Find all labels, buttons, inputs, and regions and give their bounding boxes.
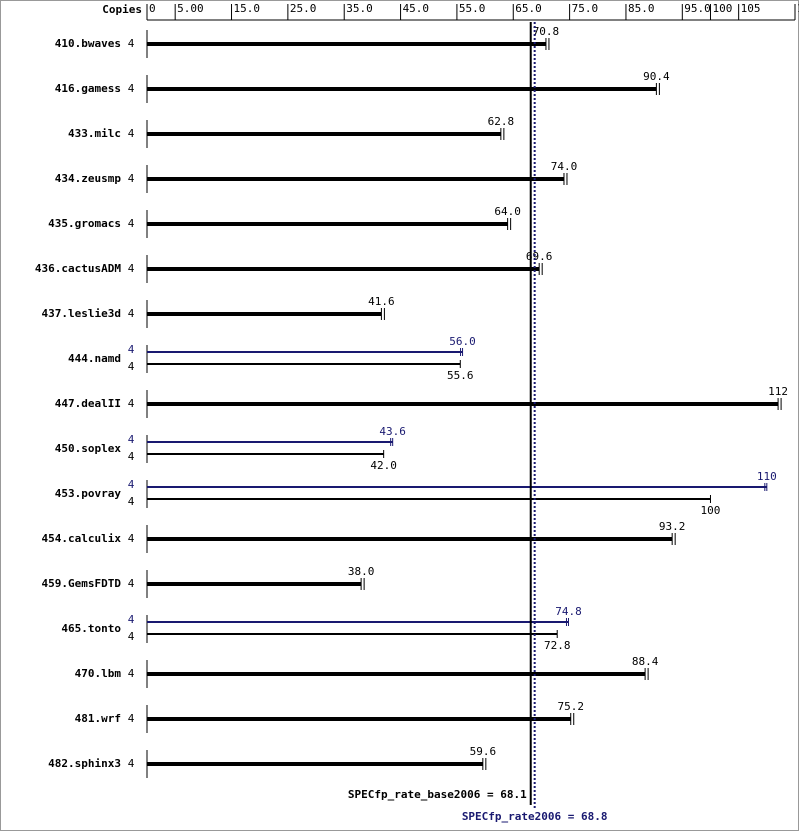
bar [147,537,673,541]
copies: 4 [128,343,135,356]
value-label: 41.6 [368,295,395,308]
peak-value-label: 56.0 [449,335,476,348]
copies: 4 [128,307,135,320]
benchmark-name: 453.povray [55,487,122,500]
value-label: 70.8 [533,25,560,38]
bar [147,267,540,271]
copies: 4 [128,37,135,50]
benchmark-name: 450.soplex [55,442,122,455]
peak-bar [147,441,393,443]
benchmark-name: 410.bwaves [55,37,121,50]
value-label: 62.8 [488,115,515,128]
base-bar [147,633,558,635]
bar [147,42,546,46]
reference-label: SPECfp_rate_base2006 = 68.1 [348,788,527,801]
x-tick-label: 5.00 [177,2,204,15]
x-tick-label: 25.0 [290,2,317,15]
benchmark-name: 459.GemsFDTD [42,577,122,590]
copies: 4 [128,667,135,680]
value-label: 93.2 [659,520,686,533]
copies: 4 [128,450,135,463]
peak-value-label: 74.8 [555,605,582,618]
value-label: 112 [768,385,788,398]
base-bar [147,498,711,500]
x-tick-label: 105 [741,2,761,15]
x-tick-label: 100 [712,2,732,15]
x-tick-label: 65.0 [515,2,542,15]
x-tick-label: 115 [797,2,799,15]
peak-bar [147,486,767,488]
copies: 4 [128,82,135,95]
bar [147,762,483,766]
x-tick-label: 55.0 [459,2,486,15]
peak-bar [147,621,569,623]
value-label: 64.0 [494,205,521,218]
benchmark-name: 435.gromacs [48,217,121,230]
bar [147,402,779,406]
benchmark-name: 434.zeusmp [55,172,122,185]
value-label: 90.4 [643,70,670,83]
benchmark-name: 437.leslie3d [42,307,121,320]
benchmark-name: 481.wrf [75,712,121,725]
benchmark-name: 444.namd [68,352,121,365]
x-tick-label: 45.0 [403,2,430,15]
copies: 4 [128,630,135,643]
peak-value-label: 110 [757,470,777,483]
bar [147,177,564,181]
copies: 4 [128,433,135,446]
bar [147,717,571,721]
copies-header: Copies [102,3,142,16]
value-label: 59.6 [470,745,497,758]
x-tick-label: 85.0 [628,2,655,15]
value-label: 88.4 [632,655,659,668]
benchmark-name: 436.cactusADM [35,262,121,275]
benchmark-name: 416.gamess [55,82,121,95]
value-label: 74.0 [551,160,578,173]
x-tick-label: 0 [149,2,156,15]
copies: 4 [128,712,135,725]
peak-value-label: 43.6 [379,425,406,438]
benchmark-name: 482.sphinx3 [48,757,121,770]
copies: 4 [128,757,135,770]
benchmark-name: 465.tonto [61,622,121,635]
x-tick-label: 95.0 [684,2,711,15]
reference-label: SPECfp_rate2006 = 68.8 [462,810,608,823]
value-label: 75.2 [557,700,584,713]
copies: 4 [128,495,135,508]
copies: 4 [128,262,135,275]
copies: 4 [128,172,135,185]
benchmark-name: 433.milc [68,127,121,140]
bar [147,582,362,586]
bar [147,672,646,676]
copies: 4 [128,478,135,491]
value-label: 38.0 [348,565,375,578]
base-value-label: 42.0 [370,459,397,472]
copies: 4 [128,127,135,140]
copies: 4 [128,613,135,626]
x-tick-label: 75.0 [572,2,599,15]
base-bar [147,363,461,365]
copies: 4 [128,360,135,373]
x-tick-label: 15.0 [234,2,260,15]
x-tick-label: 35.0 [346,2,373,15]
bar [147,87,657,91]
benchmark-name: 470.lbm [75,667,122,680]
peak-bar [147,351,463,353]
bar [147,132,501,136]
base-bar [147,453,384,455]
benchmark-name: 447.dealII [55,397,121,410]
bar [147,222,508,226]
copies: 4 [128,397,135,410]
base-value-label: 100 [701,504,721,517]
bar [147,312,382,316]
base-value-label: 55.6 [447,369,474,382]
base-value-label: 72.8 [544,639,571,652]
copies: 4 [128,532,135,545]
copies: 4 [128,577,135,590]
copies: 4 [128,217,135,230]
value-label: 69.6 [526,250,553,263]
benchmark-name: 454.calculix [42,532,122,545]
